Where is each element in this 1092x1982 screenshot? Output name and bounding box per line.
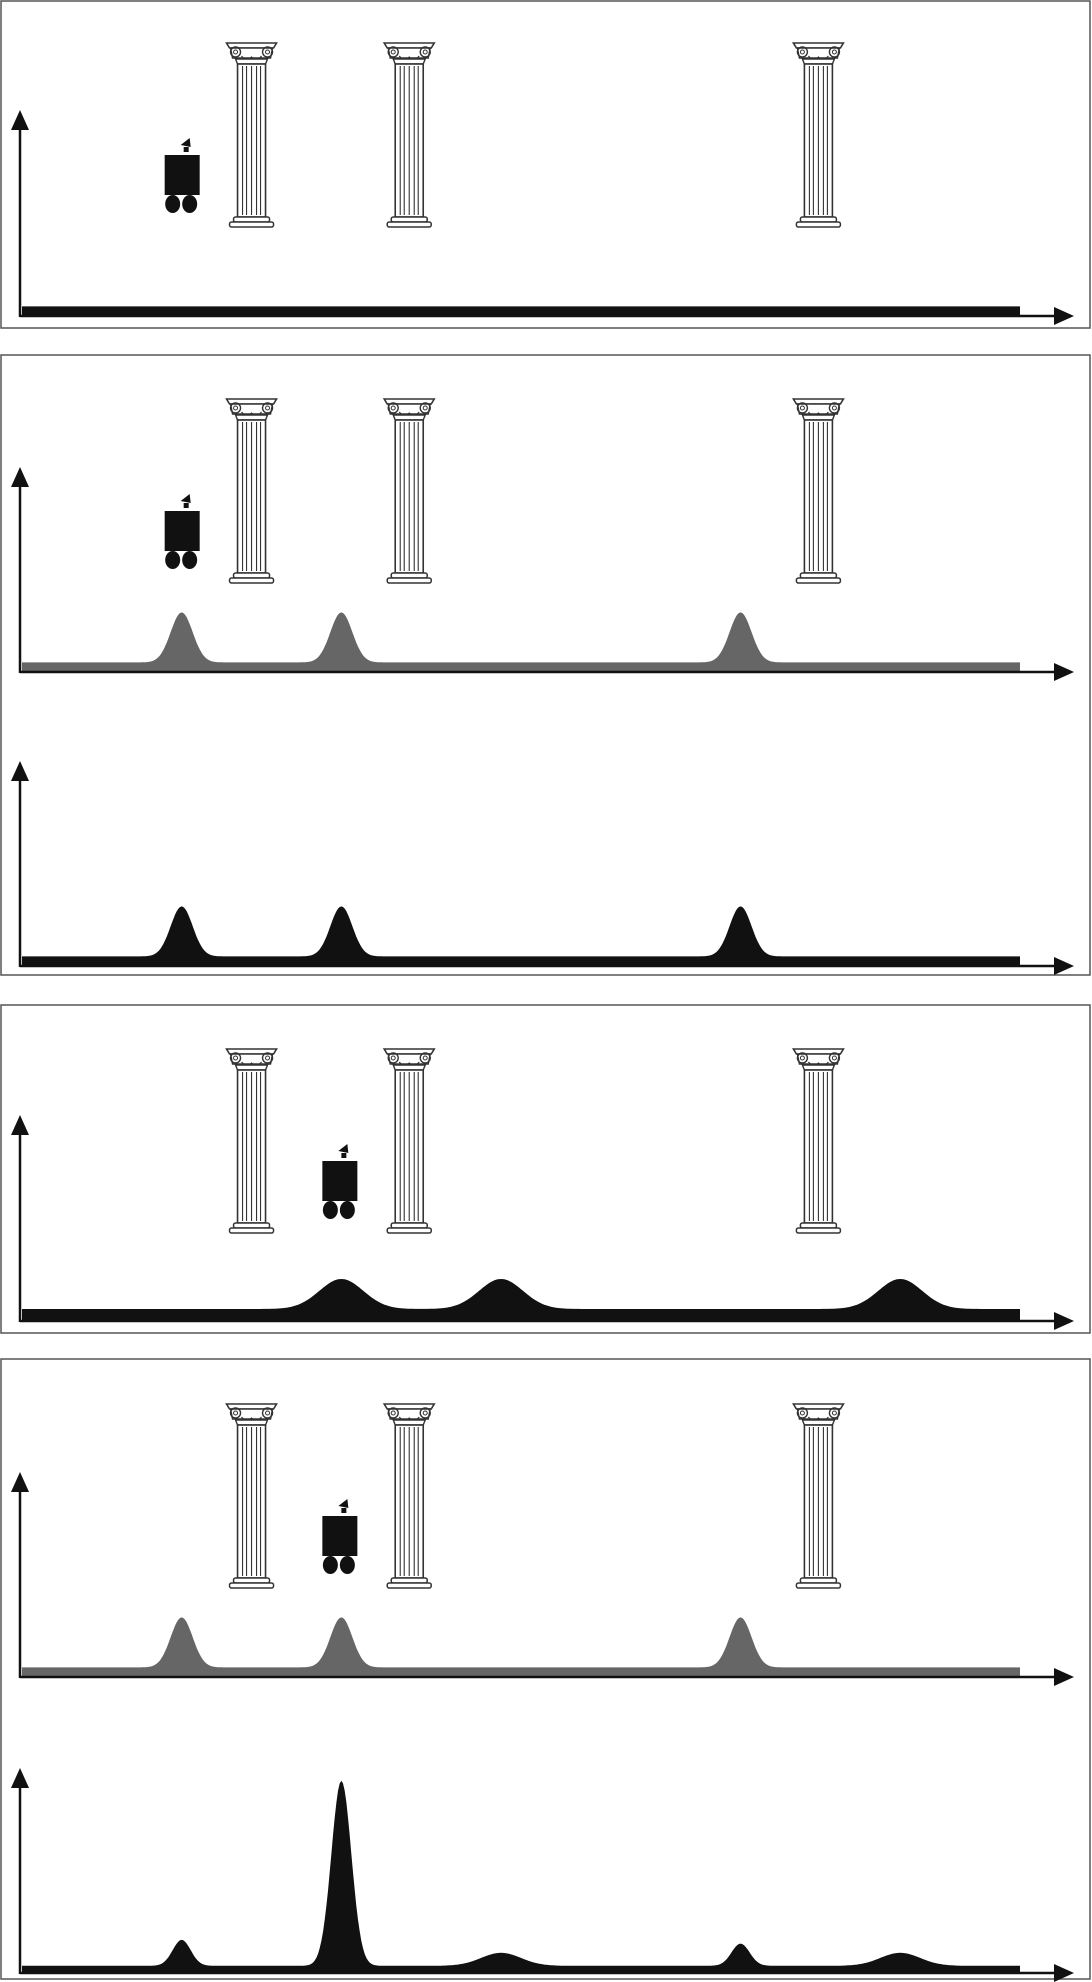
stage-1-initial — [0, 0, 1091, 329]
ionic-column-icon — [383, 398, 436, 584]
x-axis-arrow — [1054, 1668, 1074, 1686]
stage-4-sense-again — [0, 1358, 1091, 1982]
ionic-column-icon — [225, 1403, 278, 1589]
ionic-column-icon — [225, 1048, 278, 1234]
y-axis-arrow — [11, 761, 29, 781]
panel-frame — [0, 1358, 1091, 1980]
panel-frame — [0, 0, 1091, 329]
robot-icon — [322, 1499, 358, 1574]
ionic-column-icon — [792, 1048, 845, 1234]
robot-icon — [164, 494, 200, 569]
measurement-plot — [11, 1472, 1074, 1686]
x-axis-arrow — [1054, 663, 1074, 681]
y-axis-arrow — [11, 1115, 29, 1135]
y-axis-arrow — [11, 1768, 29, 1788]
ionic-column-icon — [225, 42, 278, 228]
stage-3-move — [0, 1004, 1091, 1334]
robot-icon — [322, 1144, 358, 1219]
ionic-column-icon — [792, 42, 845, 228]
belief-plot — [11, 1768, 1074, 1982]
stage-2-sense — [0, 354, 1091, 976]
ionic-column-icon — [225, 398, 278, 584]
belief-plot — [11, 761, 1074, 975]
x-axis-arrow — [1054, 1312, 1074, 1330]
y-axis-arrow — [11, 110, 29, 130]
x-axis-arrow — [1054, 307, 1074, 325]
measurement-plot — [11, 467, 1074, 681]
panel-frame — [0, 1004, 1091, 1334]
panel-frame — [0, 354, 1091, 976]
x-axis-arrow — [1054, 957, 1074, 975]
ionic-column-icon — [792, 398, 845, 584]
ionic-column-icon — [383, 42, 436, 228]
ionic-column-icon — [383, 1048, 436, 1234]
measurement-density — [22, 1617, 1020, 1677]
ionic-column-icon — [383, 1403, 436, 1589]
ionic-column-icon — [792, 1403, 845, 1589]
belief-density — [22, 306, 1020, 316]
belief-density — [22, 1780, 1020, 1973]
robot-icon — [164, 138, 200, 213]
x-axis-arrow — [1054, 1964, 1074, 1982]
belief-plot — [11, 1115, 1074, 1330]
y-axis-arrow — [11, 467, 29, 487]
belief-density — [22, 906, 1020, 966]
measurement-density — [22, 612, 1020, 672]
y-axis-arrow — [11, 1472, 29, 1492]
belief-plot — [11, 110, 1074, 325]
belief-density — [22, 1279, 1020, 1321]
